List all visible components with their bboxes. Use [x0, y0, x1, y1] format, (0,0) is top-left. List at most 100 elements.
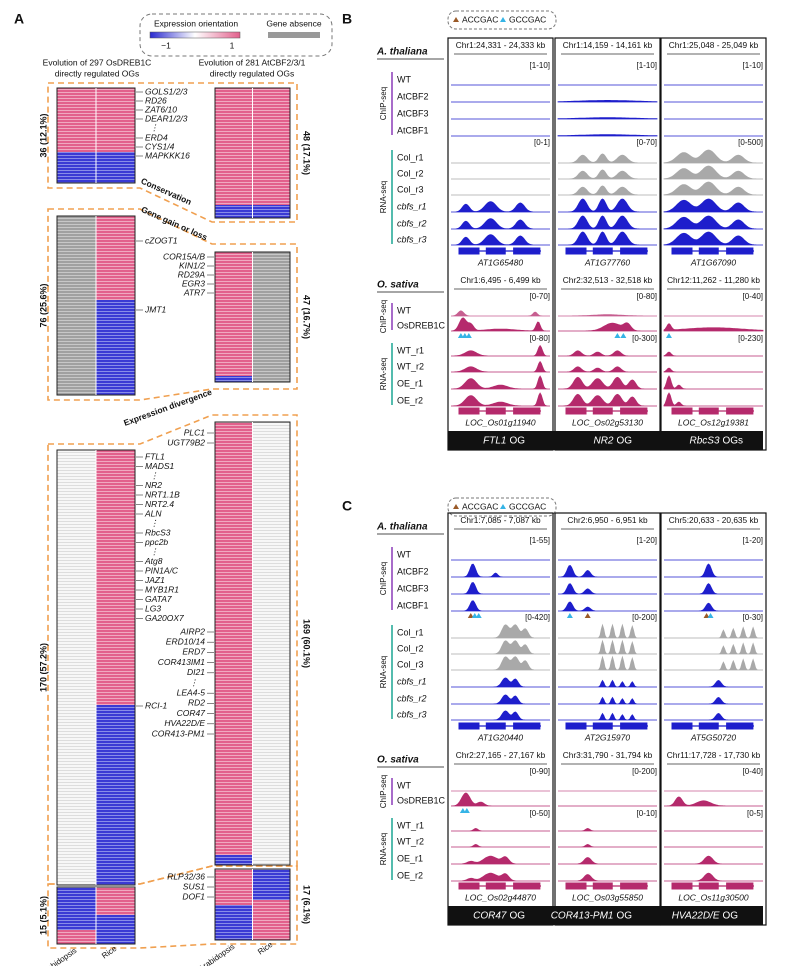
rna-signal: [451, 827, 550, 832]
track-label: Col_r2: [397, 168, 424, 178]
heatmap-block: [252, 252, 290, 382]
gene-label: LEA4-5: [177, 687, 206, 697]
footer-gene: COR47: [473, 911, 507, 922]
rna-signal: [663, 198, 763, 213]
gene-label: MADS1: [145, 461, 175, 471]
chip-signal: [450, 317, 550, 332]
rna-range: [0-50]: [530, 809, 550, 818]
chip-range: [1-10]: [743, 61, 763, 70]
heatmap-title: Evolution of 281 AtCBF2/3/1: [199, 57, 306, 67]
gene-model-exon: [485, 882, 506, 890]
gene-model-exon: [458, 722, 480, 730]
track-label: OE_r2: [397, 395, 423, 405]
gene-label: ALN: [144, 508, 162, 518]
chip-label: ChIP-seq: [379, 87, 388, 120]
rna-signal: [558, 350, 657, 357]
motif-marker: [461, 333, 468, 338]
motif-marker: [453, 504, 459, 509]
track-label: Col_r3: [397, 659, 424, 669]
motif-label: ACCGAC: [462, 14, 498, 24]
panel-label: C: [342, 498, 352, 514]
gene-label: COR47: [177, 708, 206, 718]
footer-suffix: OG: [723, 911, 739, 922]
gene-model-exon: [485, 722, 506, 730]
gene-model-exon: [671, 882, 693, 890]
gene-model-exon: [620, 722, 648, 730]
rna-signal: [663, 392, 763, 407]
rna-signal: [558, 376, 657, 390]
footer-bar: [448, 431, 763, 450]
gene-model-exon: [513, 722, 541, 730]
heatmap-block: [57, 88, 96, 152]
heatmap-block: [57, 216, 96, 395]
footer-suffix: OG: [617, 911, 633, 922]
gene-model-exon: [513, 882, 541, 890]
rna-signal: [663, 351, 763, 357]
rna-label: RNA-seq: [379, 833, 388, 865]
locus-coords: Chr1:24,331 - 24,333 kb: [456, 40, 546, 50]
chip-signal: [558, 601, 657, 612]
gene-model-exon: [592, 722, 613, 730]
rna-signal: [663, 367, 763, 373]
heatmap-block: [215, 422, 253, 855]
track-label: Col_r1: [397, 152, 424, 162]
track-label: cbfs_r1: [397, 676, 427, 686]
rna-signal: [558, 679, 657, 688]
track-label: AtCBF1: [397, 600, 429, 610]
rna-signal: [663, 149, 763, 164]
gene-model-exon: [726, 882, 754, 890]
rna-signal: [558, 393, 657, 407]
track-label: AtCBF1: [397, 125, 429, 135]
locus-coords: Chr2:32,513 - 32,518 kb: [563, 275, 653, 285]
rna-range: [0-5]: [747, 809, 763, 818]
gene-model-exon: [698, 247, 719, 255]
gene-model-exon: [620, 247, 648, 255]
gene-label: NRT1.1B: [145, 489, 180, 499]
rna-signal: [558, 712, 657, 721]
track-label: WT: [397, 780, 411, 790]
legend-absence: [268, 32, 320, 38]
gene-name: AT1G65480: [477, 257, 523, 267]
motif-label: ACCGAC: [462, 501, 498, 511]
gene-label: RCI-1: [145, 700, 167, 710]
footer-bar: [448, 906, 763, 925]
motif-marker: [475, 613, 482, 618]
motif-marker: [665, 333, 672, 338]
rna-signal: [451, 855, 550, 865]
track-label: AtCBF2: [397, 91, 429, 101]
gene-model-exon: [565, 247, 587, 255]
chip-signal: [663, 323, 764, 332]
locus-coords: Chr1:25,048 - 25,049 kb: [669, 40, 759, 50]
chip-range: [1-10]: [637, 61, 657, 70]
gene-label: COR413IM1: [158, 657, 206, 667]
gene-label: SUS1: [183, 881, 205, 891]
rna-signal: [558, 857, 657, 865]
footer-gene: FTL1: [483, 436, 506, 447]
heatmap-block: [252, 869, 290, 900]
motif-legend-box: [447, 497, 557, 517]
footer-gene: COR413-PM1: [551, 911, 614, 922]
group-name: Expression divergence: [122, 387, 213, 428]
heatmap-block: [215, 205, 253, 218]
rna-signal: [663, 181, 763, 196]
gene-label: JMT1: [144, 304, 167, 314]
gene-model-exon: [671, 407, 693, 415]
gene-label: cZOGT1: [145, 235, 178, 245]
gene-label: RbcS3: [145, 527, 171, 537]
gene-label: ⋮: [190, 677, 199, 687]
rna-signal: [451, 201, 550, 213]
rna-range: [0-70]: [637, 138, 657, 147]
gene-label: NR2: [145, 480, 162, 490]
gene-label: RD29A: [178, 269, 206, 279]
gene-name: LOC_Os12g19381: [678, 417, 749, 427]
motif-marker: [453, 17, 459, 22]
heatmap-title: directly regulated OGs: [55, 68, 140, 78]
heatmap-block: [252, 88, 290, 205]
gene-name: AT1G20440: [477, 732, 523, 742]
gene-label: ⋮: [150, 518, 159, 528]
rna-signal: [451, 677, 550, 688]
heatmap-block: [57, 887, 96, 930]
chip-signal: [664, 563, 763, 578]
legend-title: Gene absence: [266, 18, 322, 28]
heatmap-block: [252, 205, 290, 218]
